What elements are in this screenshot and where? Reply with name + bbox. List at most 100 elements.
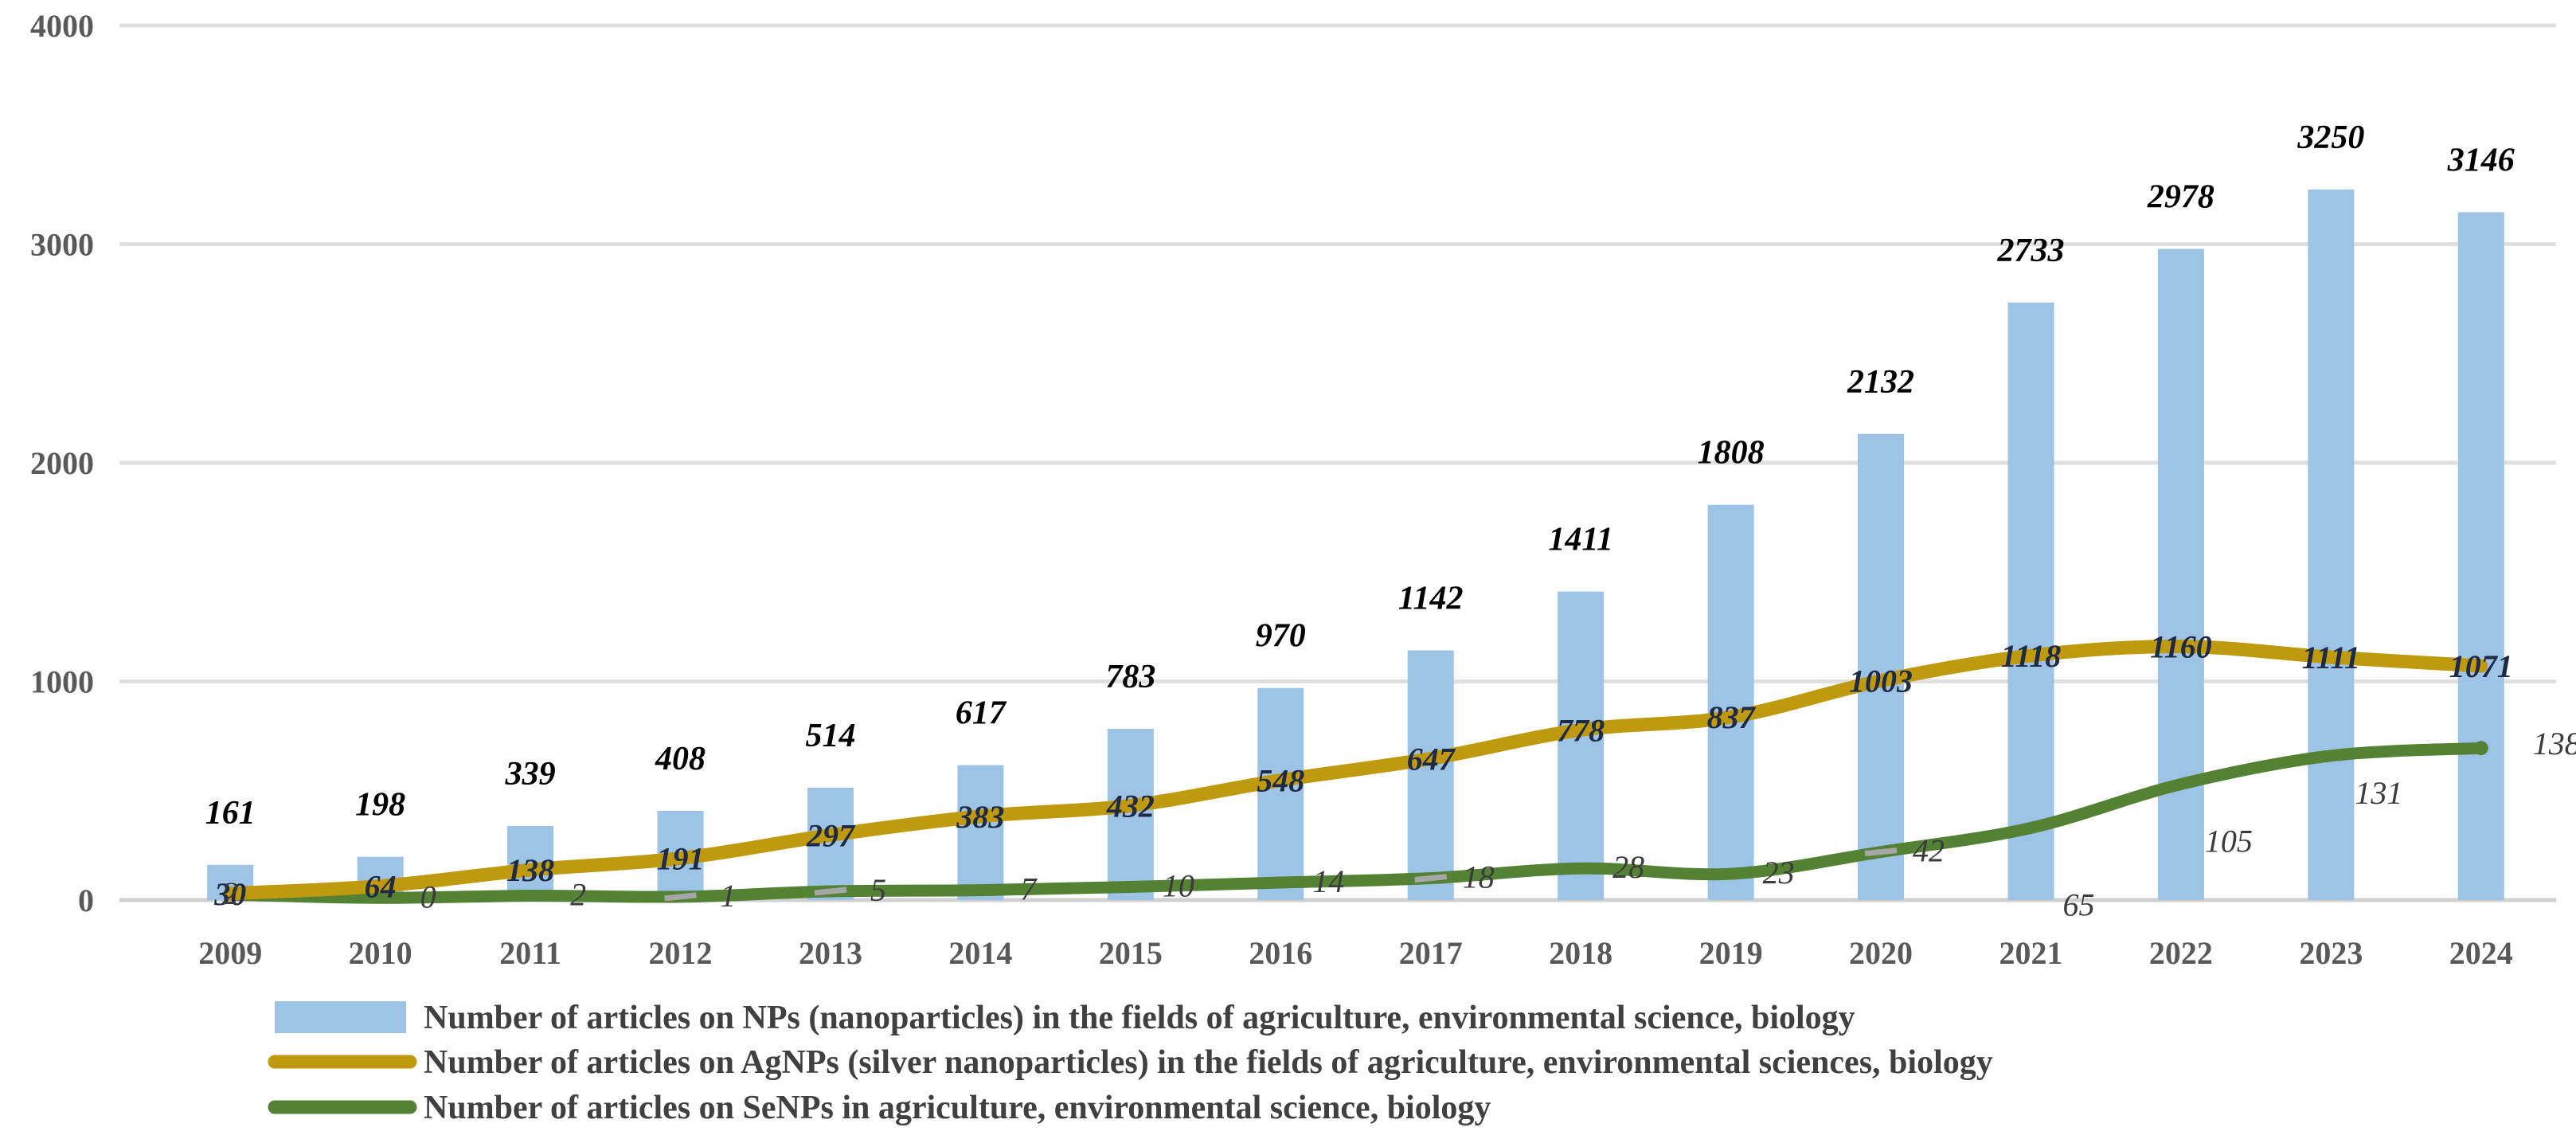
- x-tick-label: 2011: [499, 935, 561, 971]
- y-axis-ticks: 0 1000 2000 3000 4000: [30, 8, 94, 918]
- np-bar: [957, 765, 1004, 900]
- np-bar-value-label: 1808: [1698, 435, 1765, 472]
- x-tick-label: 2016: [1249, 935, 1312, 971]
- legend: Number of articles on NPs (nanoparticles…: [268, 1000, 1993, 1126]
- np-bar-value-label: 198: [355, 787, 405, 824]
- np-bar-value-label: 617: [956, 695, 1007, 732]
- np-bar: [2308, 189, 2355, 900]
- x-tick-label: 2015: [1099, 935, 1163, 971]
- x-tick-label: 2020: [1849, 935, 1913, 971]
- agnp-value-label: 647: [1407, 741, 1456, 777]
- agnp-value-label: 1118: [2001, 638, 2062, 674]
- agnp-value-label: 548: [1257, 763, 1304, 799]
- np-bar: [1558, 591, 1605, 900]
- senp-value-label: 1: [721, 878, 737, 914]
- np-bar-value-label: 2733: [1996, 233, 2064, 269]
- agnp-labels: 30 64 138 191 297 383 432 548 647 778 837 1003 1118 1…: [213, 629, 2513, 912]
- agnp-value-label: 1111: [2302, 640, 2360, 675]
- senp-series-line: [224, 742, 2488, 904]
- senp-value-label: 7: [1020, 871, 1038, 907]
- legend-swatch-np: [275, 1001, 406, 1033]
- x-tick-label: 2022: [2149, 935, 2213, 971]
- y-tick-label: 0: [78, 883, 94, 918]
- agnp-value-label: 1071: [2449, 648, 2513, 684]
- x-tick-label: 2010: [349, 935, 412, 971]
- np-bar-value-label: 161: [205, 795, 256, 832]
- legend-label-agnp: Number of articles on AgNPs (silver nano…: [424, 1044, 1993, 1081]
- agnp-value-label: 1003: [1849, 663, 1913, 699]
- x-tick-label: 2018: [1549, 935, 1612, 971]
- np-bar: [1107, 729, 1154, 900]
- series-lines: [223, 640, 2488, 904]
- np-bar: [2157, 249, 2204, 900]
- x-tick-label: 2021: [1999, 935, 2062, 971]
- x-tick-label: 2017: [1399, 935, 1463, 971]
- agnp-value-label: 1160: [2150, 629, 2212, 665]
- senp-leader-mark: [1414, 874, 1448, 883]
- agnp-value-label: 64: [365, 868, 397, 904]
- senp-value-label: 2: [222, 875, 238, 911]
- senp-labels: 2 0 2 1 5 7 10 14 18 28 23 42 65 105 131 138: [222, 726, 2576, 922]
- senp-value-label: 23: [1763, 855, 1795, 891]
- senp-value-label: 138: [2533, 726, 2576, 761]
- np-bar-value-label: 1142: [1398, 581, 1464, 617]
- x-tick-label: 2014: [948, 935, 1012, 971]
- senp-leader-mark: [1864, 847, 1898, 857]
- senp-value-label: 14: [1312, 863, 1344, 899]
- np-bar-value-label: 514: [805, 718, 855, 754]
- np-bar: [1858, 433, 1905, 900]
- np-bar: [2457, 212, 2504, 901]
- senp-value-label: 131: [2355, 775, 2402, 811]
- np-bar-value-label: 970: [1256, 618, 1306, 655]
- x-tick-label: 2009: [198, 935, 262, 971]
- senp-leader-mark: [814, 887, 847, 896]
- x-tick-label: 2019: [1699, 935, 1763, 971]
- senp-value-label: 42: [1913, 833, 1945, 869]
- senp-value-label: 65: [2062, 887, 2094, 922]
- agnp-value-label: 297: [806, 817, 856, 853]
- agnp-value-label: 837: [1707, 699, 1757, 735]
- agnp-value-label: 383: [956, 799, 1004, 835]
- np-bar-value-label: 2978: [2147, 179, 2214, 216]
- senp-value-label: 18: [1463, 859, 1495, 895]
- agnp-series-line: [223, 640, 2488, 901]
- y-tick-label: 4000: [30, 8, 94, 44]
- x-tick-label: 2023: [2299, 935, 2363, 971]
- gridlines: [119, 23, 2556, 902]
- np-bar-labels: 161 198 339 408 514 617 783 970 1142 1411 1808 2132…: [205, 119, 2515, 832]
- y-tick-label: 2000: [30, 445, 94, 481]
- y-tick-label: 3000: [30, 227, 94, 263]
- agnp-value-label: 30: [213, 876, 246, 912]
- senp-leader-mark: [664, 892, 697, 902]
- np-bar-value-label: 2132: [1847, 364, 1914, 401]
- legend-label-np: Number of articles on NPs (nanoparticles…: [424, 1000, 1855, 1036]
- x-tick-label: 2013: [799, 935, 862, 971]
- np-bar-value-label: 1411: [1548, 522, 1613, 558]
- legend-label-senp: Number of articles on SeNPs in agricultu…: [424, 1090, 1491, 1126]
- senp-value-label: 2: [570, 877, 586, 913]
- np-bar-value-label: 339: [505, 756, 556, 793]
- senp-value-label: 5: [870, 872, 886, 908]
- np-bar-value-label: 408: [655, 741, 706, 777]
- agnp-value-label: 432: [1106, 788, 1155, 824]
- x-axis-ticks: 2009 2010 2011 2012 2013 2014 2015 2016 2017 2018…: [198, 935, 2513, 971]
- y-tick-label: 1000: [30, 664, 94, 700]
- np-bar: [1707, 504, 1754, 900]
- senp-value-label: 10: [1163, 868, 1194, 904]
- np-bar: [2007, 302, 2054, 900]
- senp-value-label: 28: [1612, 849, 1644, 885]
- x-tick-label: 2012: [649, 935, 713, 971]
- senp-value-label: 105: [2205, 824, 2253, 859]
- agnp-value-label: 191: [657, 841, 705, 877]
- np-bar-value-label: 3250: [2297, 119, 2364, 156]
- agnp-value-label: 778: [1557, 712, 1605, 748]
- np-bar-value-label: 783: [1105, 659, 1155, 695]
- np-bar: [1257, 687, 1304, 900]
- agnp-value-label: 138: [506, 852, 554, 888]
- np-bar-value-label: 3146: [2447, 142, 2515, 178]
- senp-value-label: 0: [420, 879, 436, 914]
- senp-end-marker: [2473, 741, 2488, 756]
- np-bar: [1407, 650, 1454, 900]
